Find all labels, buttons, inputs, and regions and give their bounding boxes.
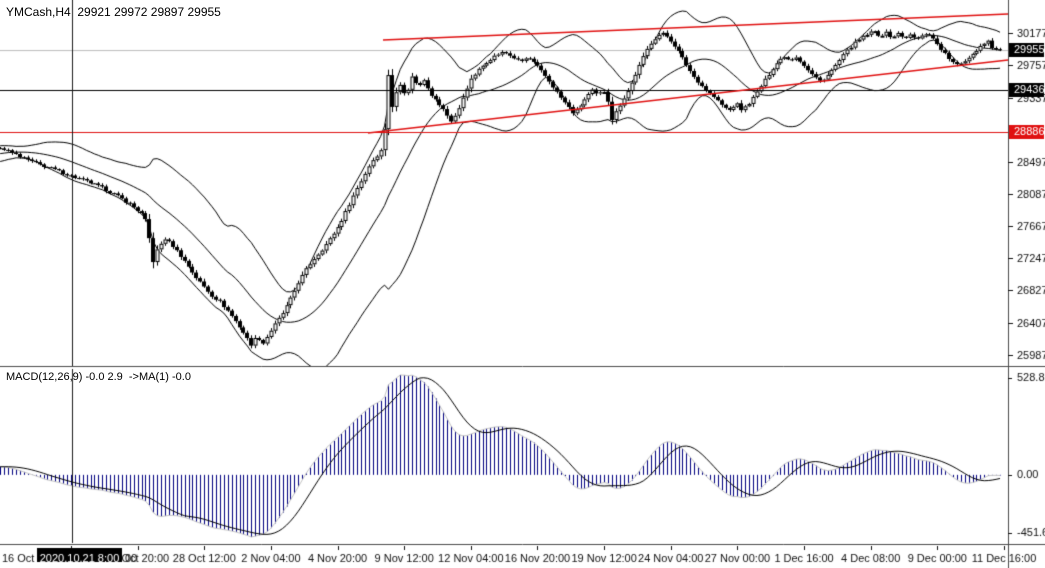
trading-terminal-chart-window: YMCash,H4 29921 29972 29897 29955 MACD(1… xyxy=(0,0,1045,568)
chart-canvas[interactable] xyxy=(0,0,1045,568)
